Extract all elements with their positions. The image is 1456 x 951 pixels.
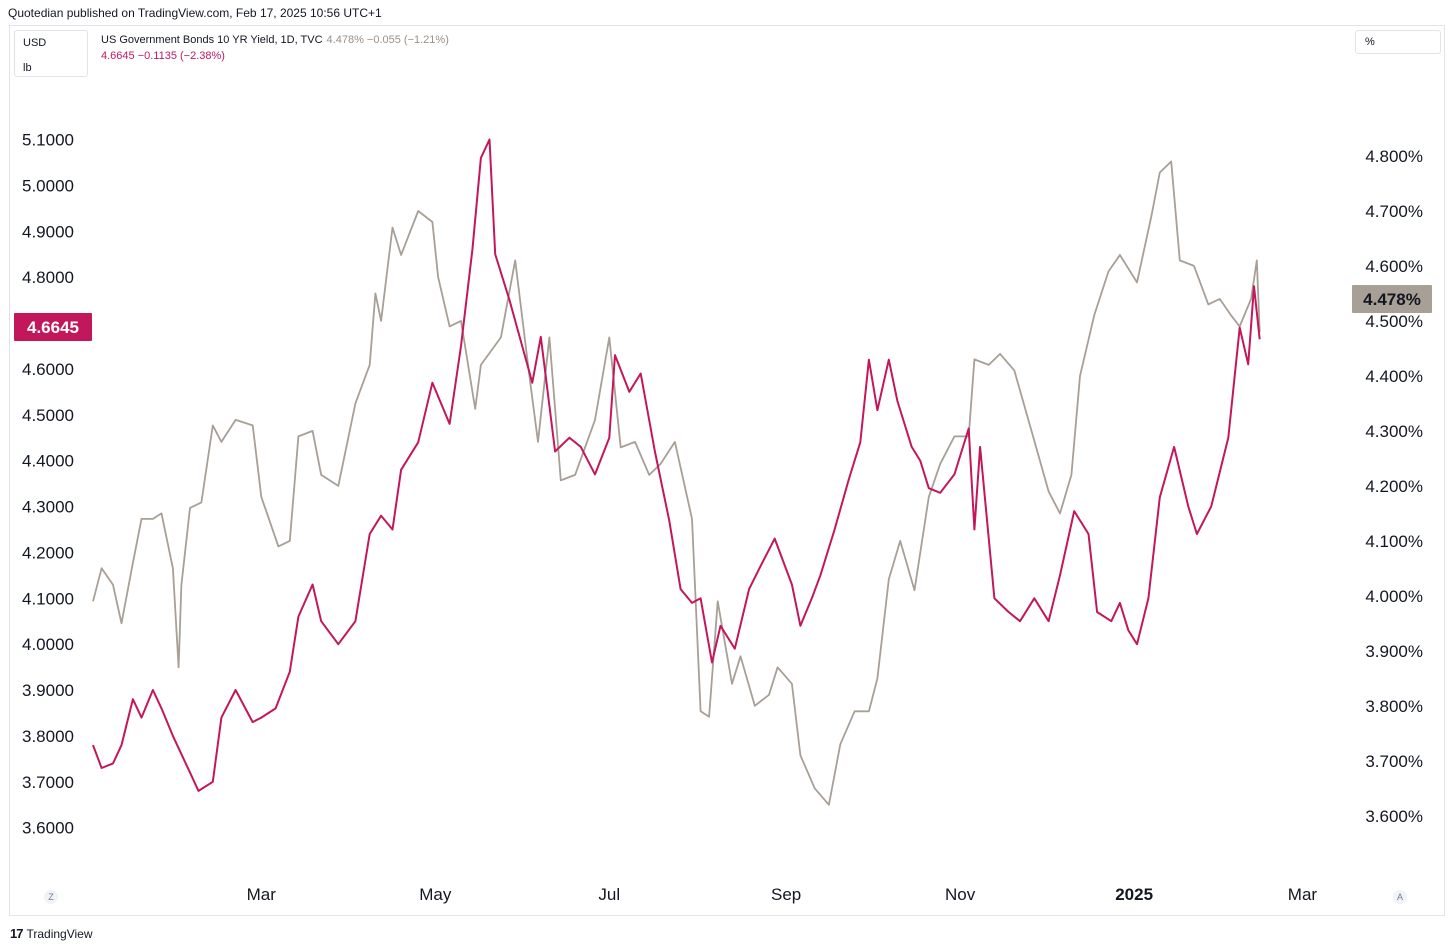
corner-z-bg: [44, 890, 58, 904]
series-line-copper[interactable]: [92, 138, 1261, 792]
left-tick-label: 3.9000: [22, 681, 74, 700]
legend-yield-title: US Government Bonds 10 YR Yield, 1D, TVC: [101, 34, 323, 46]
left-tick-label: 4.2000: [22, 543, 74, 562]
right-tick-label: 3.900%: [1365, 642, 1423, 661]
currency-label: USD: [23, 37, 47, 49]
x-tick-label: Mar: [247, 885, 277, 904]
left-tick-label: 5.1000: [22, 131, 74, 150]
left-tick-label: 4.9000: [22, 222, 74, 241]
corner-auto[interactable]: A: [1393, 890, 1407, 904]
x-axis-ticks: Mar May Jul Sep Nov 2025 Mar: [247, 885, 1318, 904]
left-tick-label: 4.5000: [22, 406, 74, 425]
last-price-label-right: 4.478%: [1352, 285, 1432, 313]
publisher-credit: Quotedian published on TradingView.com, …: [8, 6, 382, 20]
corner-z[interactable]: Z: [44, 890, 58, 904]
left-tick-label: 4.1000: [22, 589, 74, 608]
left-tick-label: 5.0000: [22, 176, 74, 195]
tradingview-brand: TradingView: [26, 926, 93, 941]
legend-series-yield[interactable]: US Government Bonds 10 YR Yield, 1D, TVC…: [101, 34, 449, 46]
x-tick-label: Mar: [1288, 885, 1318, 904]
tradingview-footer[interactable]: 17 TradingView: [10, 926, 93, 941]
left-tick-label: 3.8000: [22, 727, 74, 746]
left-tick-label: 4.8000: [22, 268, 74, 287]
last-price-left-text: 4.6645: [27, 318, 79, 337]
x-tick-label: Nov: [945, 885, 976, 904]
right-tick-label: 4.500%: [1365, 312, 1423, 331]
last-price-right-bg: [1352, 285, 1432, 313]
corner-z-label: Z: [48, 892, 54, 902]
x-tick-label: 2025: [1115, 885, 1153, 904]
last-price-left-bg: [14, 313, 92, 341]
right-tick-label: 4.800%: [1365, 147, 1423, 166]
x-tick-label: May: [419, 885, 452, 904]
left-tick-label: 4.3000: [22, 498, 74, 517]
left-tick-label: 4.0000: [22, 635, 74, 654]
left-tick-label: 4.6000: [22, 360, 74, 379]
percent-scale-toggle[interactable]: %: [1355, 30, 1441, 54]
chart-frame: [9, 25, 1445, 916]
last-price-label-left: 4.6645: [14, 313, 92, 341]
right-tick-label: 4.700%: [1365, 202, 1423, 221]
unit-selector[interactable]: USD lb: [14, 30, 88, 77]
percent-label: %: [1365, 36, 1375, 48]
right-tick-label: 4.600%: [1365, 257, 1423, 276]
right-tick-label: 4.000%: [1365, 587, 1423, 606]
series-line-yield[interactable]: [92, 160, 1261, 806]
right-tick-label: 3.700%: [1365, 752, 1423, 771]
x-tick-label: Jul: [598, 885, 620, 904]
legend-series-copper[interactable]: 4.6645 −0.1135 (−2.38%): [101, 50, 225, 62]
left-tick-label: 3.6000: [22, 819, 74, 838]
left-tick-label: 4.4000: [22, 452, 74, 471]
x-tick-label: Sep: [771, 885, 801, 904]
right-tick-label: 4.200%: [1365, 477, 1423, 496]
right-tick-label: 3.800%: [1365, 697, 1423, 716]
left-tick-label: 3.7000: [22, 773, 74, 792]
right-tick-label: 4.400%: [1365, 367, 1423, 386]
corner-auto-label: A: [1397, 892, 1403, 902]
right-axis-ticks: 4.800% 4.700% 4.600% 4.500% 4.400% 4.300% 4.20…: [1365, 147, 1423, 826]
tradingview-logo: 17: [10, 926, 24, 941]
last-price-right-text: 4.478%: [1363, 290, 1421, 309]
right-tick-label: 4.300%: [1365, 422, 1423, 441]
unit-label: lb: [23, 62, 32, 74]
corner-auto-bg: [1393, 890, 1407, 904]
left-axis-ticks: 5.10005.00004.90004.80004.70004.60004.50…: [22, 131, 74, 838]
right-tick-label: 3.600%: [1365, 807, 1423, 826]
legend-copper-values: 4.6645 −0.1135 (−2.38%): [101, 50, 225, 62]
right-tick-label: 4.100%: [1365, 532, 1423, 551]
legend-yield-values: 4.478% −0.055 (−1.21%): [326, 34, 449, 46]
